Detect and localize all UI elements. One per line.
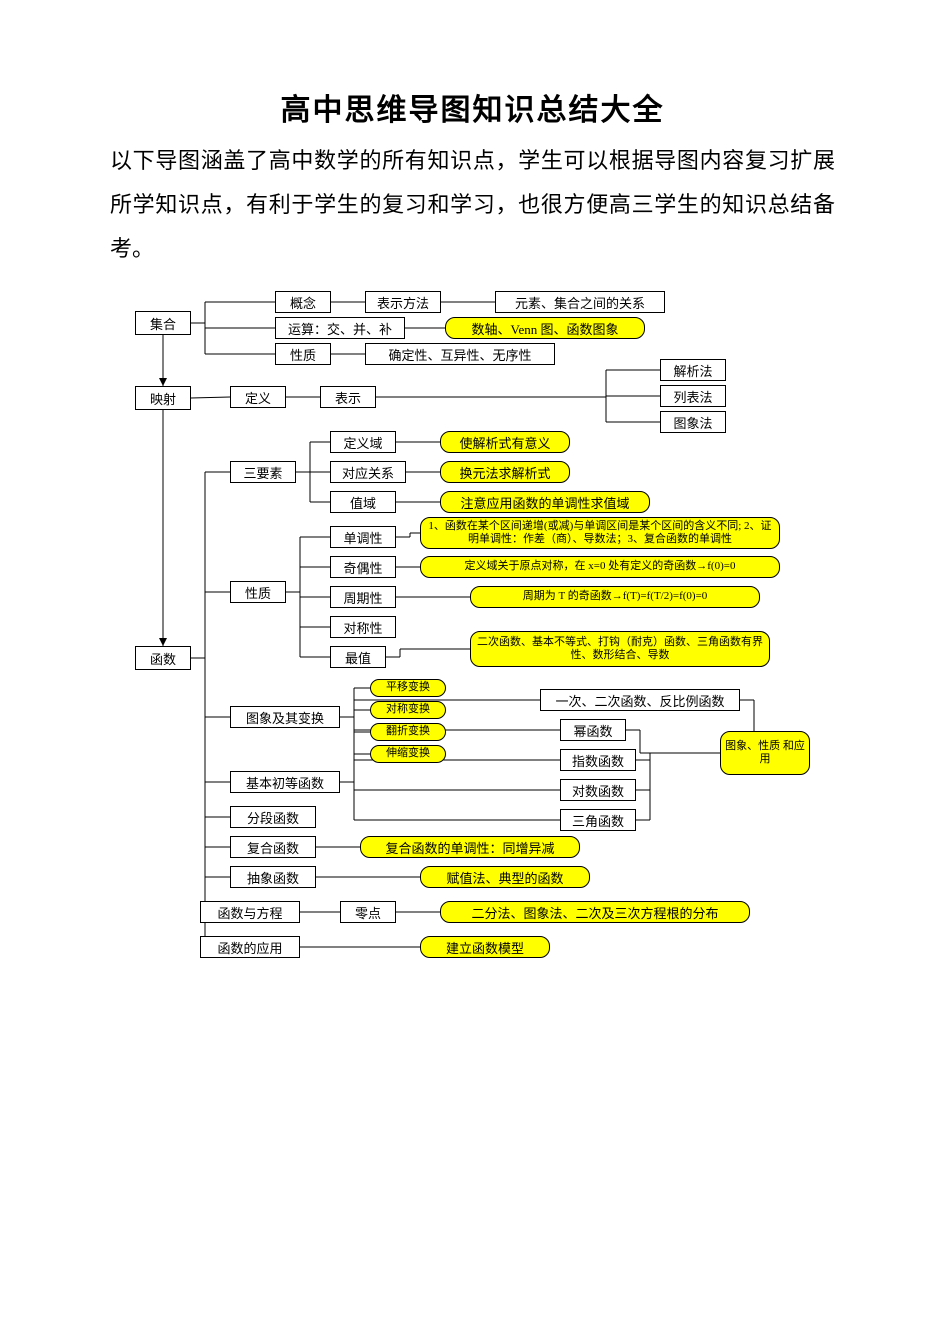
node-txxzyy: 图象、性质 和应用 [720, 731, 810, 775]
node-fzf: 赋值法、典型的函数 [420, 866, 590, 888]
node-dshs: 对数函数 [560, 779, 636, 801]
node-ys: 运算：交、并、补 [275, 317, 405, 339]
node-jh: 集合 [135, 311, 191, 335]
node-zqx: 周期性 [330, 586, 396, 608]
node-xz2: 性质 [230, 581, 286, 603]
node-ssb: 伸缩变换 [370, 745, 446, 763]
node-hs: 函数 [135, 646, 191, 670]
node-cxhs: 抽象函数 [230, 866, 316, 888]
node-ys2: 映射 [135, 386, 191, 410]
node-xz: 性质 [275, 343, 331, 365]
node-dy: 定义 [230, 386, 286, 408]
node-fhddx: 复合函数的单调性：同增异减 [360, 836, 580, 858]
node-zz: 最值 [330, 646, 386, 668]
node-jbcd: 基本初等函数 [230, 771, 340, 793]
node-zyyy: 注意应用函数的单调性求值域 [440, 491, 650, 513]
node-zshs: 指数函数 [560, 749, 636, 771]
node-jlmx: 建立函数模型 [420, 936, 550, 958]
node-ysgx: 元素、集合之间的关系 [495, 291, 665, 313]
node-bsff: 表示方法 [365, 291, 441, 313]
mindmap-diagram: 集合 概念 表示方法 元素、集合之间的关系运算：交、并、补 数轴、Venn 图、函数图象… [0, 291, 945, 1011]
node-jox: 奇偶性 [330, 556, 396, 578]
intro-paragraph: 以下导图涵盖了高中数学的所有知识点，学生可以根据导图内容复习扩展所学知识点，有利… [0, 129, 945, 271]
node-bs: 表示 [320, 386, 376, 408]
node-zy: 值域 [330, 491, 396, 513]
node-dcx: 对称性 [330, 616, 396, 638]
node-gn: 概念 [275, 291, 331, 313]
node-txf: 图象法 [660, 411, 726, 433]
node-sys: 三要素 [230, 461, 296, 483]
page-title: 高中思维导图知识总结大全 [0, 0, 945, 129]
node-zqxnote: 周期为 T 的奇函数→f(T)=f(T/2)=f(0)=0 [470, 586, 760, 608]
node-dcb: 对称变换 [370, 701, 446, 719]
node-sjxy: 使解析式有意义 [440, 431, 570, 453]
node-hsyy: 函数的应用 [200, 936, 300, 958]
node-dyy: 定义域 [330, 431, 396, 453]
node-lbf: 列表法 [660, 385, 726, 407]
node-dygx: 对应关系 [330, 461, 406, 483]
node-ycec: 一次、二次函数、反比例函数 [540, 689, 740, 711]
node-ddx: 单调性 [330, 526, 396, 548]
node-fdhs: 分段函数 [230, 806, 316, 828]
node-mhs: 幂函数 [560, 719, 626, 741]
node-txbh: 图象及其变换 [230, 706, 340, 728]
node-sjhs: 三角函数 [560, 809, 636, 831]
node-fzb: 翻折变换 [370, 723, 446, 741]
node-eff: 二分法、图象法、二次及三次方程根的分布 [440, 901, 750, 923]
node-hsfc: 函数与方程 [200, 901, 300, 923]
node-hyf: 换元法求解析式 [440, 461, 570, 483]
node-jxf: 解析法 [660, 359, 726, 381]
node-szvenn: 数轴、Venn 图、函数图象 [445, 317, 645, 339]
node-zznote: 二次函数、基本不等式、打钩（耐克）函数、三角函数有界性、数形结合、导数 [470, 631, 770, 667]
node-joxnote: 定义域关于原点对称，在 x=0 处有定义的奇函数→f(0)=0 [420, 556, 780, 578]
node-pyb: 平移变换 [370, 679, 446, 697]
node-qdx: 确定性、互异性、无序性 [365, 343, 555, 365]
node-ld: 零点 [340, 901, 396, 923]
node-ddxnote: 1、函数在某个区间递增(或减)与单调区间是某个区间的含义不同; 2、证明单调性：… [420, 517, 780, 549]
node-fhhs: 复合函数 [230, 836, 316, 858]
